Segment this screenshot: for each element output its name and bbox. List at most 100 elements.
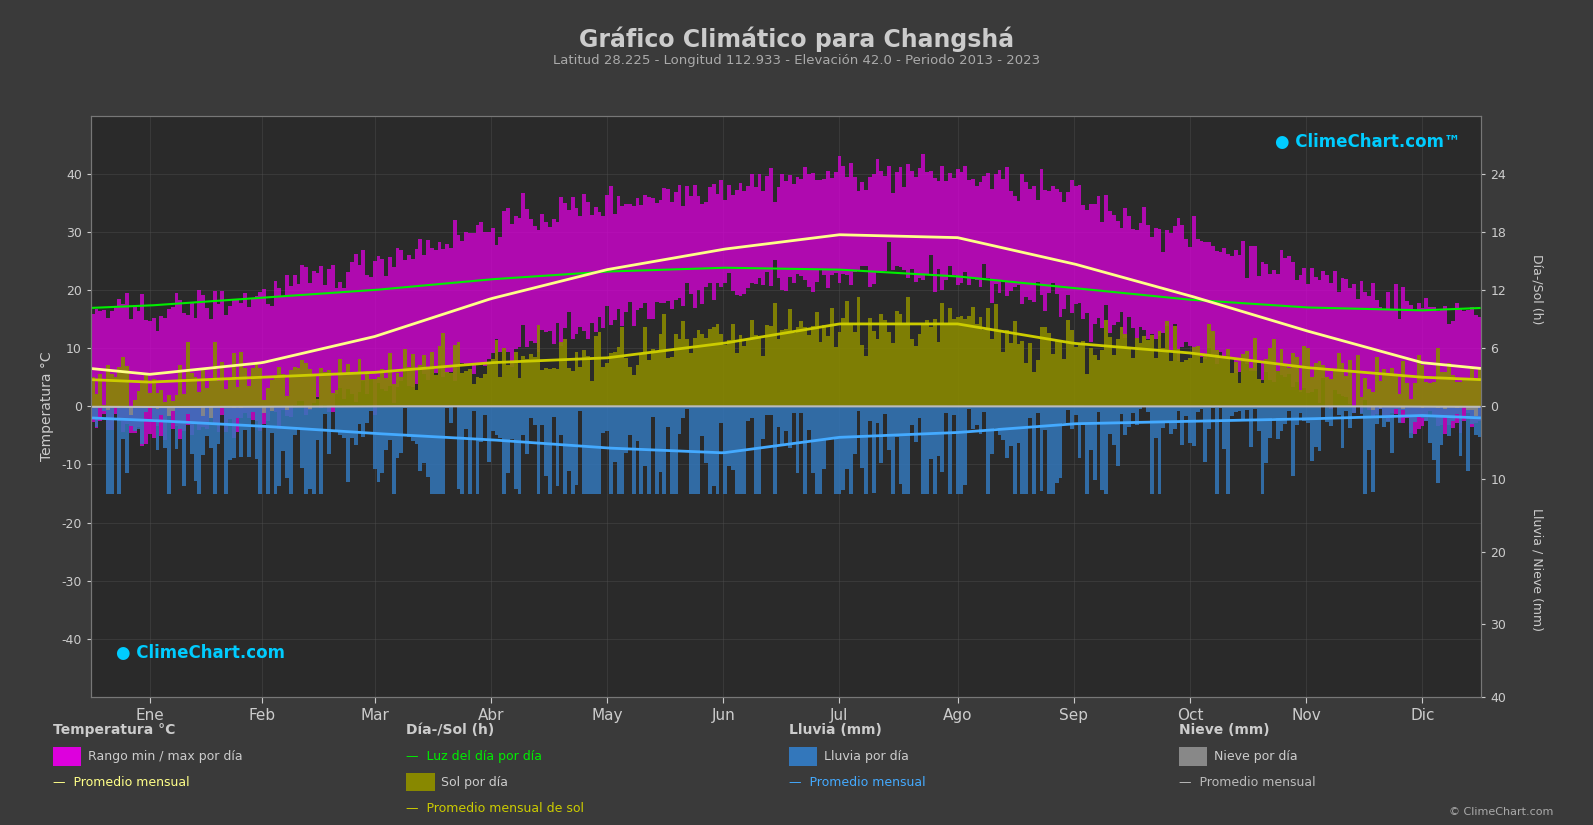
Bar [1474, 315, 1478, 423]
Bar [342, 288, 346, 399]
Bar [910, 171, 914, 269]
Bar [902, 186, 906, 270]
Bar [1424, 383, 1429, 407]
Bar [513, 407, 518, 489]
Bar [1317, 407, 1322, 451]
Bar [545, 222, 548, 332]
Bar [121, 356, 126, 407]
Bar [1383, 309, 1386, 418]
Bar [1161, 407, 1164, 428]
Bar [151, 407, 156, 419]
Bar [1459, 382, 1462, 407]
Bar [895, 407, 898, 437]
Bar [890, 342, 895, 407]
Bar [1203, 243, 1207, 359]
Bar [666, 358, 671, 407]
Bar [1466, 380, 1470, 407]
Bar [1443, 407, 1446, 408]
Bar [225, 315, 228, 432]
Bar [198, 393, 201, 407]
Bar [1279, 250, 1284, 375]
Bar [1246, 278, 1249, 365]
Bar [441, 333, 444, 407]
Bar [236, 388, 239, 407]
Bar [871, 331, 876, 407]
Bar [781, 407, 784, 444]
Bar [1002, 179, 1005, 280]
Bar [244, 407, 247, 430]
Bar [628, 205, 632, 302]
Bar [425, 367, 430, 407]
Bar [266, 304, 269, 421]
Bar [1177, 349, 1180, 407]
Bar [1040, 407, 1043, 491]
Bar [1249, 368, 1252, 407]
Bar [307, 407, 312, 408]
Bar [1364, 407, 1367, 493]
Bar [777, 186, 781, 278]
Bar [1123, 208, 1128, 338]
Bar [1410, 399, 1413, 407]
Bar [1451, 407, 1454, 422]
Bar [1432, 382, 1435, 407]
Bar [1115, 221, 1120, 322]
Bar [636, 198, 639, 310]
Bar [636, 365, 639, 407]
Bar [282, 296, 285, 410]
Bar [338, 359, 342, 407]
Bar [959, 316, 964, 407]
Bar [540, 214, 545, 330]
Bar [285, 275, 288, 416]
Bar [964, 318, 967, 407]
Bar [156, 407, 159, 450]
Bar [1378, 407, 1383, 408]
Bar [487, 232, 491, 359]
Bar [384, 276, 389, 391]
Bar [1021, 342, 1024, 407]
Bar [871, 407, 876, 493]
Bar [1066, 407, 1070, 410]
Bar [636, 407, 639, 441]
Bar [742, 407, 746, 493]
Bar [320, 369, 323, 407]
Bar [1196, 239, 1200, 353]
Bar [616, 346, 620, 407]
Bar [1032, 186, 1035, 302]
Bar [186, 342, 190, 407]
Bar [1317, 361, 1322, 407]
Bar [1008, 342, 1013, 407]
Text: Rango min / max por día: Rango min / max por día [88, 750, 242, 763]
Bar [1082, 407, 1085, 425]
Bar [838, 332, 841, 407]
Bar [1322, 271, 1325, 378]
Bar [1329, 283, 1333, 409]
Bar [926, 407, 929, 493]
Bar [178, 300, 182, 439]
Bar [852, 177, 857, 272]
Bar [510, 362, 513, 407]
Bar [1284, 407, 1287, 424]
Bar [376, 376, 381, 407]
Bar [201, 370, 205, 407]
Bar [1090, 407, 1093, 450]
Bar [1446, 363, 1451, 407]
Bar [529, 219, 532, 342]
Bar [1372, 392, 1375, 407]
Bar [723, 346, 726, 407]
Bar [761, 407, 765, 439]
Bar [734, 190, 739, 295]
Bar [1394, 407, 1397, 409]
Bar [921, 153, 926, 280]
Bar [425, 241, 430, 380]
Bar [822, 407, 827, 469]
Bar [967, 407, 972, 408]
Bar [1215, 350, 1219, 407]
Bar [1207, 407, 1211, 429]
Bar [414, 249, 419, 384]
Bar [1268, 407, 1271, 438]
Bar [624, 204, 628, 313]
Bar [220, 291, 225, 415]
Bar [548, 227, 551, 331]
Bar [838, 156, 841, 283]
Bar [1378, 407, 1383, 409]
